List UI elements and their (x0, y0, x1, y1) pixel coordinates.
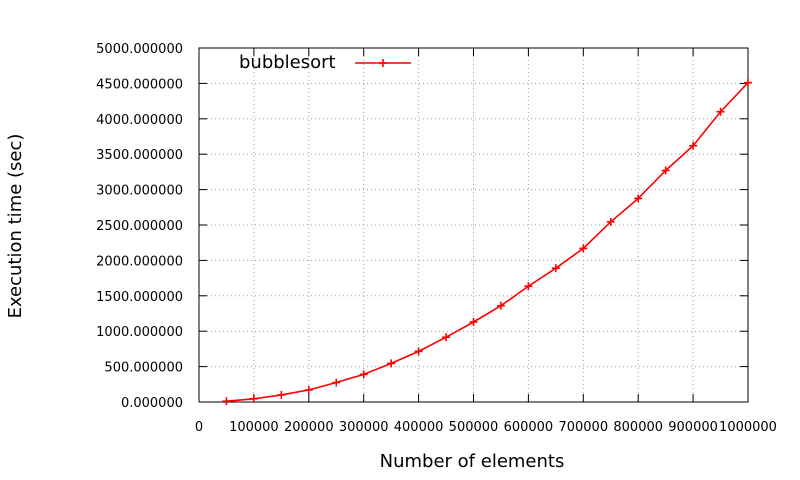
x-axis-label: Number of elements (380, 451, 565, 472)
grid (199, 48, 748, 402)
data-point (689, 141, 698, 150)
y-tick-label: 3000.000000 (96, 184, 183, 199)
axis-ticks: 0.000000 500.000000 1000.000000 1500.000000… (96, 42, 777, 435)
data-point (579, 244, 588, 253)
data-point (277, 390, 286, 399)
x-tick-label: 900000 (668, 420, 718, 435)
data-point (442, 333, 451, 342)
series-line-bubblesort (226, 82, 749, 402)
x-tick-label: 100000 (229, 420, 279, 435)
y-tick-label: 2500.000000 (96, 219, 183, 234)
y-tick-label: 2000.000000 (96, 254, 183, 269)
y-tick-label: 0.000000 (121, 396, 183, 411)
legend-marker (379, 59, 387, 67)
y-tick-label: 1500.000000 (96, 290, 183, 305)
data-point (304, 385, 313, 394)
data-point (716, 107, 725, 116)
y-tick-label: 4500.000000 (96, 77, 183, 92)
data-point (634, 194, 643, 203)
legend-label-bubblesort: bubblesort (239, 52, 336, 73)
data-point (359, 370, 368, 379)
x-tick-label: 700000 (558, 420, 608, 435)
data-point (524, 282, 533, 291)
legend: bubblesort (239, 52, 411, 73)
data-point (332, 378, 341, 387)
data-point (606, 217, 615, 226)
data-point (249, 394, 258, 403)
x-tick-label: 0 (195, 420, 203, 435)
x-tick-label: 400000 (394, 420, 444, 435)
data-point (744, 78, 752, 87)
series-layer (222, 78, 752, 406)
data-point (387, 359, 396, 368)
y-tick-label: 5000.000000 (96, 42, 183, 57)
y-tick-label: 1000.000000 (96, 325, 183, 340)
x-tick-label: 300000 (339, 420, 389, 435)
x-tick-label: 1000000 (719, 420, 777, 435)
x-tick-label: 500000 (449, 420, 499, 435)
x-tick-label: 200000 (284, 420, 334, 435)
data-point (496, 301, 505, 310)
x-tick-label: 600000 (504, 420, 554, 435)
y-tick-label: 500.000000 (104, 361, 183, 376)
y-tick-label: 4000.000000 (96, 113, 183, 128)
legend-marker-plus (379, 59, 387, 67)
x-tick-label: 800000 (613, 420, 663, 435)
data-point (551, 264, 560, 273)
data-point (414, 347, 423, 356)
y-axis-label: Execution time (sec) (5, 134, 26, 319)
data-point (661, 166, 670, 175)
data-point (469, 317, 478, 326)
data-point (222, 397, 231, 406)
y-tick-label: 3500.000000 (96, 148, 183, 163)
